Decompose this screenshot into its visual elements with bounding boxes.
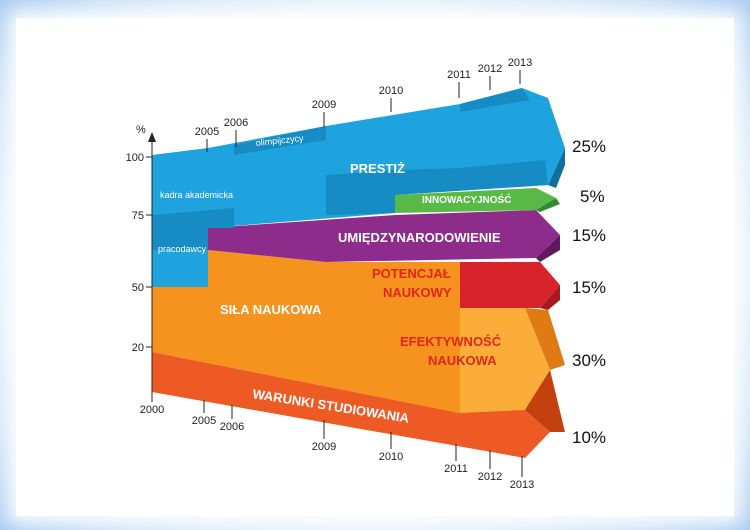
- band-innowacyjnosc: [395, 188, 556, 213]
- label-potencjal-2: NAUKOWY: [383, 285, 452, 300]
- pct-efektywnosc: 30%: [572, 351, 606, 370]
- label-efektywnosc-1: EFEKTYWNOŚĆ: [400, 334, 502, 349]
- band-umiedzynarodowienie-side: [536, 235, 560, 262]
- band-prestiz-dark3: [460, 88, 530, 112]
- label-sila-naukowa: SIŁA NAUKOWA: [220, 302, 322, 317]
- top-year-label: 2010: [379, 85, 403, 97]
- top-year-ticks: 2005 2006 2009 2010 2011 2012 2013: [195, 57, 532, 152]
- band-efektywnosc-side: [525, 308, 565, 370]
- bottom-year-label: 2010: [379, 451, 403, 463]
- band-innowacyjnosc-side: [536, 198, 560, 212]
- y-tick-label: 20: [132, 342, 144, 354]
- pct-potencjal: 15%: [572, 278, 606, 297]
- band-warunki: [152, 352, 550, 458]
- y-ticks: 100 75 50 20: [126, 152, 152, 354]
- band-prestiz-dark1: [234, 126, 326, 155]
- bottom-year-label: 2009: [312, 441, 336, 453]
- y-tick-label: 100: [126, 152, 144, 164]
- band-potencjal: [460, 262, 560, 308]
- bottom-year-label: 2000: [140, 404, 164, 416]
- bottom-year-label: 2011: [444, 463, 468, 475]
- pct-umiedzynarodowienie: 15%: [572, 226, 606, 245]
- label-efektywnosc-2: NAUKOWA: [428, 353, 497, 368]
- top-year-label: 2011: [447, 69, 471, 81]
- top-year-label: 2013: [508, 57, 532, 69]
- band-umiedzynarodowienie: [208, 210, 560, 262]
- label-prestiz: PRESTIŻ: [350, 161, 405, 176]
- label-pracodawcy: pracodawcy: [158, 244, 207, 254]
- top-year-label: 2009: [312, 99, 336, 111]
- bottom-year-label: 2012: [478, 471, 502, 483]
- top-year-label: 2006: [224, 117, 248, 129]
- bottom-year-label: 2013: [510, 479, 534, 491]
- pct-prestiz: 25%: [572, 137, 606, 156]
- band-warunki-side: [525, 370, 565, 432]
- bottom-year-label: 2005: [192, 415, 216, 427]
- y-axis-arrow: [148, 132, 156, 142]
- band-prestiz-side: [548, 148, 565, 188]
- band-efektywnosc: [152, 250, 550, 413]
- pct-innowacyjnosc: 5%: [580, 187, 605, 206]
- y-tick-label: 50: [132, 282, 144, 294]
- band-prestiz-dark2: [326, 160, 548, 215]
- top-year-label: 2012: [478, 63, 502, 75]
- bottom-year-ticks: 2000 2005 2006 2009 2010 2011 2012 2013: [140, 392, 534, 491]
- bottom-year-label: 2006: [220, 421, 244, 433]
- band-potencjal-side: [540, 285, 560, 310]
- y-unit-label: %: [136, 124, 146, 136]
- label-innowacyjnosc: INNOWACYJNOŚĆ: [422, 193, 511, 206]
- label-umiedzynarodowienie: UMIĘDZYNARODOWIENIE: [338, 230, 501, 245]
- label-kadra: kadra akademicka: [160, 190, 233, 200]
- y-tick-label: 75: [132, 210, 144, 222]
- band-efektywnosc-lower: [460, 308, 550, 414]
- pct-warunki: 10%: [572, 428, 606, 447]
- band-prestiz-kadra-shade: [152, 208, 234, 250]
- label-potencjal-1: POTENCJAŁ: [372, 266, 451, 281]
- top-year-label: 2005: [195, 126, 219, 138]
